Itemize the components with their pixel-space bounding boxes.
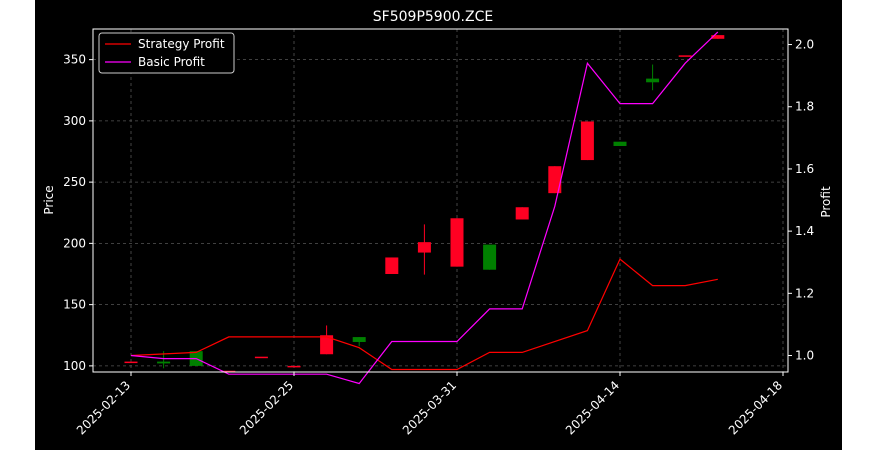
y-right-tick-label: 1.8 xyxy=(795,100,814,114)
y-left-tick-label: 300 xyxy=(63,114,86,128)
chart-svg: SF509P5900.ZCE 100 150 200 250 300 350 1.0 1.2… xyxy=(42,9,833,437)
candle-body xyxy=(124,361,138,364)
strategy-profit-line xyxy=(130,258,718,371)
y-axis-left-label: Price xyxy=(42,185,56,214)
candle-body xyxy=(385,257,399,274)
candle-body xyxy=(450,218,464,267)
legend-box xyxy=(98,32,235,74)
y-right-tick-label: 1.4 xyxy=(795,224,814,238)
candle-body xyxy=(157,361,171,364)
x-tick-label: 2025-03-31 xyxy=(400,378,459,437)
y-right-tick-label: 1.2 xyxy=(795,286,814,300)
basic-profit-line xyxy=(130,31,719,385)
legend: Strategy Profit Basic Profit xyxy=(98,32,235,74)
y-right-tick-label: 1.0 xyxy=(795,349,814,363)
chart-figure: SF509P5900.ZCE 100 150 200 250 300 350 1.0 1.2… xyxy=(35,0,842,450)
x-axis: 2025-02-13 2025-02-25 2025-03-31 2025-04-14… xyxy=(74,372,785,437)
candle-body xyxy=(352,337,366,342)
candle-body xyxy=(646,78,660,83)
candle-body xyxy=(613,141,627,146)
legend-label-strategy-profit: Strategy Profit xyxy=(138,37,225,51)
right-axis: 1.0 1.2 1.4 1.6 1.8 2.0 xyxy=(788,38,814,363)
candle-body xyxy=(483,244,497,270)
y-right-tick-label: 1.6 xyxy=(795,162,814,176)
y-axis-right-label: Profit xyxy=(819,186,833,218)
legend-label-basic-profit: Basic Profit xyxy=(138,55,205,69)
line-layer xyxy=(130,31,719,385)
y-left-tick-label: 250 xyxy=(63,175,86,189)
candle-body xyxy=(580,121,594,161)
x-tick-label: 2025-04-18 xyxy=(726,378,785,437)
grid-layer xyxy=(93,29,788,372)
chart-title: SF509P5900.ZCE xyxy=(373,9,493,25)
candle-layer xyxy=(124,35,725,373)
x-tick-label: 2025-02-13 xyxy=(74,378,133,437)
candle-body xyxy=(417,242,431,253)
y-left-tick-label: 200 xyxy=(63,236,86,250)
y-left-tick-label: 350 xyxy=(63,53,86,67)
y-right-tick-label: 2.0 xyxy=(795,38,814,52)
candle-body xyxy=(254,356,268,359)
y-left-tick-label: 150 xyxy=(63,298,86,312)
candle-body xyxy=(548,166,562,194)
plot-frame xyxy=(92,28,789,373)
candle-body xyxy=(320,335,334,355)
candle-body xyxy=(287,365,301,368)
y-left-tick-label: 100 xyxy=(63,359,86,373)
candle-body xyxy=(678,55,692,57)
x-tick-label: 2025-02-25 xyxy=(237,378,296,437)
x-tick-label: 2025-04-14 xyxy=(563,378,622,437)
candle-body xyxy=(711,35,725,39)
candle-body xyxy=(515,207,529,220)
left-axis: 100 150 200 250 300 350 xyxy=(63,53,93,373)
